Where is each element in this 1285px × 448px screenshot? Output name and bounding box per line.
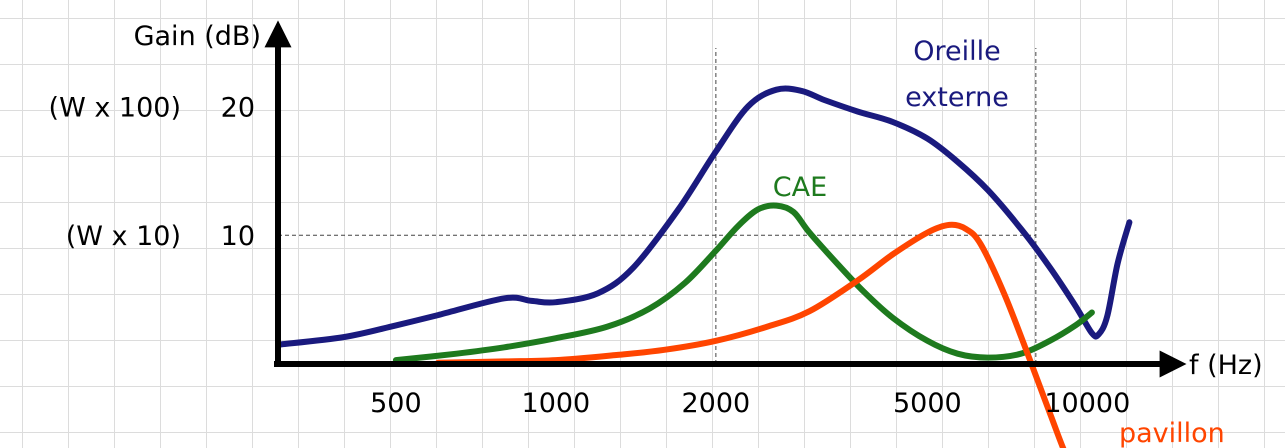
x-tick-label: 5000 bbox=[893, 388, 962, 419]
series-line-pavillon bbox=[435, 221, 1067, 448]
x-axis-label: f (Hz) bbox=[1189, 350, 1263, 381]
x-tick-label: 1000 bbox=[522, 388, 591, 419]
series-label-oreille-externe: Oreille externe bbox=[905, 36, 1009, 113]
y-tick-label: 20 bbox=[221, 92, 255, 123]
series-line-cae bbox=[392, 202, 1095, 364]
series-labels: Oreille externe CAE pavillon bbox=[773, 36, 1225, 448]
series-line-oreille-externe bbox=[275, 85, 1133, 348]
series-group bbox=[275, 85, 1133, 448]
x-ticks: 500 1000 2000 5000 10000 bbox=[370, 388, 1130, 419]
y-ticks: 20 (W x 100) 10 (W x 10) bbox=[49, 92, 255, 252]
axes bbox=[264, 20, 1187, 378]
series-label-pavillon: pavillon bbox=[1119, 418, 1225, 448]
x-tick-label: 10000 bbox=[1044, 388, 1130, 419]
labels: Gain (dB) f (Hz) bbox=[134, 21, 1263, 381]
x-tick-label: 2000 bbox=[682, 388, 751, 419]
x-tick-label: 500 bbox=[370, 388, 422, 419]
series-label-cae: CAE bbox=[773, 172, 827, 203]
y-axis-label: Gain (dB) bbox=[134, 21, 261, 52]
y-tick-note: (W x 10) bbox=[66, 221, 181, 252]
y-tick-note: (W x 100) bbox=[49, 92, 181, 123]
y-tick-label: 10 bbox=[221, 221, 255, 252]
